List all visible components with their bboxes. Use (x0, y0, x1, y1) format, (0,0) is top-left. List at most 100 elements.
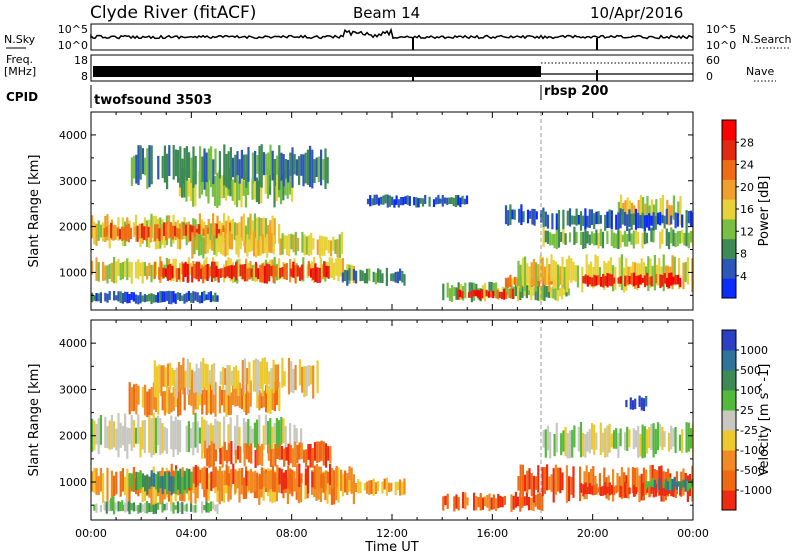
heatmap-cell-7 (263, 237, 267, 254)
heatmap-cell-5 (197, 466, 200, 486)
heatmap-cell-11 (572, 466, 575, 498)
heatmap-cell-8 (363, 273, 366, 284)
heatmap-cell-7 (305, 449, 308, 468)
heatmap-cell-2 (125, 224, 128, 242)
heatmap-cell-7 (221, 446, 224, 468)
heatmap-cell-4 (177, 149, 180, 183)
heatmap-cell-13 (606, 425, 609, 457)
heatmap-cell-16 (672, 195, 675, 220)
heatmap-cell-11 (456, 289, 460, 300)
heatmap-cell-13 (571, 430, 574, 458)
heatmap-cell-18 (617, 212, 620, 230)
heatmap-cell-4 (276, 155, 279, 175)
heatmap-cell-2 (154, 224, 157, 242)
heatmap-cell-3 (220, 175, 223, 199)
heatmap-cell-6 (153, 261, 156, 279)
heatmap-cell-9 (415, 197, 418, 208)
heatmap-cell-0 (214, 504, 217, 512)
heatmap-cell-4 (126, 468, 129, 503)
heatmap-cell-1 (124, 413, 127, 452)
heatmap-cell-6 (263, 265, 266, 284)
heatmap-cell-15 (599, 228, 602, 247)
colorbar-tick-label: 1000 (740, 344, 768, 357)
heatmap-cell-12 (650, 482, 653, 494)
heatmap-cell-7 (327, 239, 330, 254)
freq-trace-block (93, 66, 541, 77)
heatmap-cell-17 (540, 210, 543, 223)
heatmap-cell-10 (390, 482, 393, 492)
heatmap-cell-13 (565, 259, 568, 293)
heatmap-cell-2 (229, 392, 232, 415)
heatmap-cell-10 (403, 478, 406, 495)
heatmap-cell-4 (293, 154, 296, 175)
heatmap-cell-8 (368, 268, 371, 281)
heatmap-cell-15 (652, 226, 655, 243)
heatmap-cell-10 (359, 481, 362, 494)
heatmap-cell-11 (500, 292, 504, 300)
heatmap-cell-13 (687, 422, 690, 452)
heatmap-cell-13 (637, 425, 640, 458)
heatmap-cell-12 (507, 277, 510, 288)
heatmap-cell-1 (137, 414, 140, 444)
heatmap-cell-13 (521, 257, 524, 286)
heatmap-cell-5 (245, 470, 248, 486)
heatmap-cell-3 (269, 170, 272, 195)
heatmap-cell-14 (665, 278, 669, 287)
heatmap-cell-6 (177, 470, 180, 490)
heatmap-cell-2 (189, 224, 192, 242)
heatmap-cell-3 (265, 361, 269, 394)
heatmap-cell-11 (636, 467, 639, 493)
heatmap-cell-18 (621, 209, 624, 225)
x-tick-label: 04:00 (175, 527, 207, 540)
heatmap-cell-13 (568, 430, 572, 459)
heatmap-cell-13 (590, 423, 594, 450)
heatmap-cell-7 (208, 240, 212, 250)
heatmap-cell-12 (584, 482, 587, 494)
heatmap-cell-9 (477, 497, 480, 508)
colorbar-tick-label: 12 (740, 225, 754, 238)
heatmap-cell-7 (321, 235, 324, 256)
heatmap-cell-7 (230, 234, 234, 250)
y-tick-label: 1000 (59, 476, 87, 489)
heatmap-cell-14 (650, 276, 653, 287)
heatmap-cell-12 (626, 483, 629, 496)
heatmap-cell-4 (300, 478, 303, 503)
heatmap-cell-7 (305, 236, 308, 255)
heatmap-cell-2 (155, 386, 158, 412)
heatmap-cell-12 (652, 483, 655, 498)
heatmap-cell-3 (184, 370, 187, 388)
heatmap-cell-2 (168, 387, 171, 414)
heatmap-cell-4 (245, 154, 248, 188)
heatmap-cell-3 (244, 171, 247, 208)
heatmap-cell-7 (274, 443, 277, 467)
heatmap-cell-9 (386, 194, 389, 208)
heatmap-cell-14 (613, 277, 616, 284)
heatmap-cell-13 (686, 257, 689, 285)
heatmap-cell-11 (616, 472, 619, 492)
heatmap-cell-0 (137, 295, 140, 305)
heatmap-cell-11 (552, 468, 555, 503)
heatmap-cell-15 (689, 230, 693, 243)
heatmap-cell-18 (557, 210, 561, 232)
heatmap-cell-9 (536, 493, 539, 510)
heatmap-cell-2 (243, 385, 246, 412)
xaxis-label: Time UT (364, 540, 418, 554)
heatmap-cell-1 (262, 217, 265, 244)
heatmap-cell-2 (225, 380, 228, 417)
heatmap-cell-0 (172, 291, 175, 303)
heatmap-cell-13 (574, 265, 577, 282)
heatmap-cell-7 (208, 445, 211, 468)
heatmap-cell-1 (150, 418, 153, 458)
heatmap-cell-10 (475, 283, 478, 297)
heatmap-cell-12 (663, 484, 666, 496)
heatmap-cell-9 (455, 494, 458, 509)
heatmap-cell-10 (374, 482, 377, 494)
heatmap-cell-7 (294, 441, 297, 468)
heatmap-cell-4 (161, 155, 164, 179)
heatmap-cell-6 (312, 268, 315, 280)
heatmap-cell-5 (249, 468, 252, 494)
heatmap-cell-8 (105, 501, 108, 514)
heatmap-cell-10 (490, 282, 493, 296)
heatmap-cell-0 (201, 501, 204, 514)
heatmap-cell-9 (446, 493, 449, 509)
